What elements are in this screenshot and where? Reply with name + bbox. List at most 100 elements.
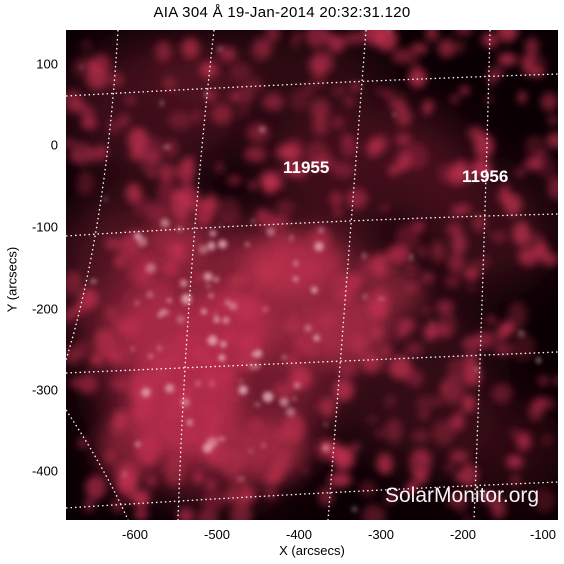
network-cell: [485, 96, 493, 103]
network-cell: [437, 38, 457, 58]
network-cell: [496, 30, 519, 43]
bright-kernel: [159, 99, 164, 107]
network-cell: [346, 188, 368, 209]
bright-kernel: [206, 284, 210, 288]
network-cell: [466, 284, 476, 291]
bright-kernel: [213, 276, 220, 283]
network-cell: [429, 320, 446, 338]
network-cell: [190, 458, 199, 464]
network-cell: [547, 176, 558, 200]
network-cell: [462, 394, 476, 413]
bright-kernel: [157, 312, 163, 318]
network-cell: [422, 102, 432, 116]
watermark: SolarMonitor.org: [385, 484, 540, 507]
bright-kernel: [207, 335, 218, 346]
network-cell: [514, 169, 525, 177]
bright-kernel: [134, 441, 141, 448]
network-cell: [367, 304, 376, 315]
network-cell: [480, 255, 490, 268]
network-cell: [228, 275, 242, 288]
bright-kernel: [251, 352, 256, 357]
network-cell: [449, 450, 470, 463]
network-cell: [287, 354, 298, 366]
y-tick-label: -400: [31, 463, 58, 479]
network-cell: [193, 273, 207, 283]
bright-kernel: [517, 329, 525, 338]
network-cell: [444, 275, 460, 288]
network-cell: [219, 378, 234, 392]
network-cell: [203, 371, 218, 390]
network-cell: [423, 307, 430, 316]
network-cell: [285, 322, 300, 333]
network-cell: [217, 197, 241, 226]
network-cell: [229, 91, 240, 102]
network-cell: [418, 411, 429, 420]
network-cell: [294, 335, 309, 355]
network-cell: [111, 497, 124, 513]
network-cell: [331, 161, 355, 178]
network-cell: [66, 138, 75, 147]
network-cell: [70, 141, 93, 166]
network-cell: [384, 418, 403, 443]
network-cell: [391, 48, 415, 64]
network-cell: [152, 360, 170, 383]
bright-kernel: [248, 448, 254, 454]
y-axis-label: Y (arcsecs): [4, 246, 20, 313]
network-cell: [133, 507, 149, 520]
bright-kernel: [209, 381, 215, 387]
bright-kernel: [146, 290, 154, 299]
x-tick-label: -400: [285, 527, 313, 542]
network-cell: [404, 142, 429, 171]
network-cell: [109, 418, 124, 436]
network-cell: [251, 36, 271, 62]
coordinate-grid: [66, 30, 558, 520]
network-cell: [255, 264, 276, 283]
bright-kernel: [122, 470, 128, 478]
bright-kernel: [222, 316, 230, 324]
latitude-line: [66, 481, 558, 509]
bright-kernel: [194, 380, 201, 387]
network-cell: [517, 91, 527, 104]
network-cell: [273, 381, 295, 400]
bright-kernel: [218, 354, 226, 362]
network-cell: [435, 300, 455, 314]
network-cell: [240, 273, 249, 284]
network-cell: [177, 507, 194, 520]
bright-kernel: [479, 490, 487, 499]
network-cell: [109, 72, 124, 88]
bright-kernel: [324, 422, 328, 427]
network-cell: [337, 445, 351, 463]
network-cell: [228, 476, 251, 507]
network-cell: [331, 116, 345, 129]
network-cell: [455, 40, 466, 54]
bright-kernel: [133, 232, 142, 240]
network-cell: [361, 504, 386, 520]
bright-kernel: [289, 233, 294, 242]
network-cell: [511, 332, 536, 362]
network-cell: [516, 431, 532, 451]
network-cell: [417, 246, 427, 258]
network-cell: [538, 375, 549, 386]
bright-kernel: [245, 242, 250, 247]
network-cell: [220, 450, 229, 457]
bright-kernel: [180, 397, 190, 407]
bright-kernel: [262, 306, 268, 313]
bright-kernel: [304, 324, 312, 333]
network-cell: [406, 262, 418, 274]
network-cell: [129, 370, 154, 404]
network-cell: [294, 33, 302, 39]
network-cell: [310, 98, 330, 120]
network-cell: [299, 262, 319, 274]
network-cell: [328, 472, 352, 488]
latitude-line: [66, 351, 558, 374]
bright-kernel: [207, 242, 216, 251]
bright-kernel: [198, 244, 209, 255]
bright-kernel: [214, 312, 218, 316]
network-cell: [156, 179, 179, 203]
network-cell: [331, 83, 347, 98]
network-cell: [246, 123, 271, 143]
network-cell: [177, 216, 190, 225]
network-cell: [107, 118, 122, 135]
bright-kernel: [209, 229, 217, 237]
network-cell: [168, 111, 191, 131]
